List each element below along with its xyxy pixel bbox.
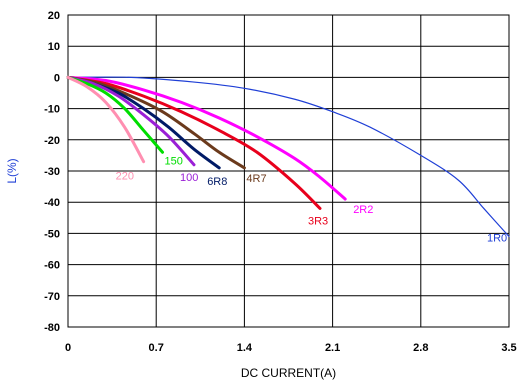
series-line-150 (66, 75, 164, 154)
series-label-3r3: 3R3 (308, 215, 328, 227)
x-tick-label: 2.1 (325, 342, 340, 354)
x-tick-labels: 0 0.7 1.4 2.1 2.8 3.5 (65, 342, 517, 354)
y-tick-label: 10 (48, 41, 60, 53)
y-tick-label: -20 (44, 135, 60, 147)
y-tick-label: -40 (44, 197, 60, 209)
y-tick-labels: 20 10 0 -10 -20 -30 -40 -50 -60 -70 -80 (44, 10, 60, 334)
y-tick-label: -60 (44, 260, 60, 272)
series-label-220: 220 (116, 171, 134, 183)
y-tick-label: 0 (54, 72, 60, 84)
y-axis-title: L(%) (5, 158, 19, 183)
series-line-220 (66, 75, 146, 164)
y-tick-label: -80 (44, 322, 60, 334)
x-tick-label: 1.4 (237, 342, 253, 354)
x-tick-label: 0 (65, 342, 71, 354)
series-label-4r7: 4R7 (246, 173, 266, 185)
series-lines (66, 75, 510, 238)
gridlines (67, 14, 510, 328)
series-label-100: 100 (180, 172, 198, 184)
series-line-4r7 (66, 75, 246, 170)
x-tick-label: 2.8 (413, 342, 428, 354)
series-label-1r0: 1R0 (487, 233, 507, 245)
series-line-3r3 (66, 75, 322, 210)
series-line-100 (66, 75, 196, 167)
x-tick-label: 3.5 (501, 342, 516, 354)
y-tick-label: -70 (44, 291, 60, 303)
series-line-1r0 (67, 76, 510, 238)
series-label-2r2: 2R2 (353, 204, 373, 216)
series-labels: 1R0 2R2 3R3 4R7 6R8 100 150 220 (116, 155, 508, 244)
y-tick-label: -10 (44, 104, 60, 116)
y-tick-label: -50 (44, 228, 60, 240)
y-tick-label: -30 (44, 166, 60, 178)
series-line-2r2 (66, 75, 347, 201)
series-label-6r8: 6R8 (207, 176, 227, 188)
series-label-150: 150 (165, 155, 183, 167)
x-axis-title: DC CURRENT(A) (241, 366, 336, 380)
y-tick-label: 20 (48, 10, 60, 22)
x-tick-label: 0.7 (149, 342, 164, 354)
